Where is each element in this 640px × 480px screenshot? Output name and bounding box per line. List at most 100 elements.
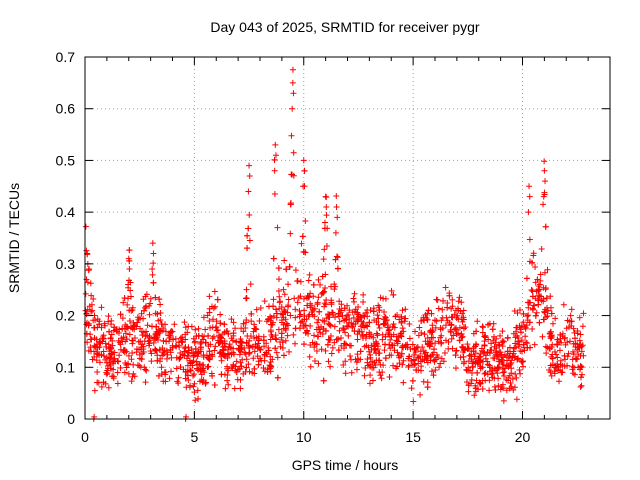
data-point bbox=[329, 344, 336, 351]
data-point bbox=[324, 341, 331, 348]
data-point bbox=[246, 172, 253, 179]
data-point bbox=[430, 372, 437, 379]
data-point bbox=[225, 330, 232, 337]
data-point bbox=[153, 328, 160, 335]
data-point bbox=[300, 183, 307, 190]
data-point bbox=[523, 322, 530, 329]
data-point bbox=[553, 351, 560, 358]
y-tick-label: 0.3 bbox=[56, 256, 76, 272]
data-point bbox=[451, 326, 458, 333]
data-point bbox=[351, 328, 358, 335]
data-point bbox=[331, 281, 338, 288]
data-point bbox=[387, 336, 394, 343]
data-point bbox=[548, 353, 555, 360]
data-point bbox=[396, 360, 403, 367]
data-point bbox=[128, 307, 135, 314]
data-point bbox=[206, 318, 213, 325]
data-point bbox=[270, 303, 277, 310]
data-point bbox=[387, 345, 394, 352]
data-point bbox=[495, 341, 502, 348]
data-point bbox=[279, 311, 286, 318]
data-point bbox=[91, 342, 98, 349]
data-point bbox=[411, 345, 418, 352]
data-point bbox=[83, 247, 90, 254]
data-point bbox=[557, 331, 564, 338]
data-point bbox=[251, 321, 258, 328]
data-point bbox=[434, 297, 441, 304]
data-point bbox=[138, 328, 145, 335]
data-point bbox=[292, 314, 299, 321]
data-point bbox=[307, 363, 314, 370]
x-tick-label: 20 bbox=[515, 429, 531, 445]
data-point bbox=[146, 311, 153, 318]
data-point bbox=[246, 344, 253, 351]
data-point bbox=[445, 345, 452, 352]
data-point bbox=[310, 293, 317, 300]
data-point bbox=[172, 342, 179, 349]
data-point bbox=[107, 335, 114, 342]
data-point bbox=[240, 320, 247, 327]
data-point bbox=[319, 273, 326, 280]
data-point bbox=[190, 383, 197, 390]
data-point bbox=[547, 293, 554, 300]
data-point bbox=[126, 331, 133, 338]
data-point bbox=[540, 193, 547, 200]
data-point bbox=[411, 351, 418, 358]
data-point bbox=[245, 350, 252, 357]
data-point bbox=[217, 338, 224, 345]
data-point bbox=[578, 374, 585, 381]
data-point bbox=[90, 324, 97, 331]
data-point bbox=[438, 355, 445, 362]
data-point bbox=[206, 293, 213, 300]
data-point bbox=[428, 368, 435, 375]
data-point bbox=[210, 333, 217, 340]
data-point bbox=[264, 368, 271, 375]
data-point bbox=[542, 285, 549, 292]
data-point bbox=[86, 266, 93, 273]
data-point bbox=[117, 365, 124, 372]
data-point bbox=[376, 357, 383, 364]
data-point bbox=[440, 297, 447, 304]
data-point bbox=[351, 290, 358, 297]
data-point bbox=[446, 292, 453, 299]
data-point bbox=[449, 314, 456, 321]
data-point bbox=[515, 334, 522, 341]
data-point bbox=[546, 367, 553, 374]
data-point bbox=[238, 339, 245, 346]
data-point bbox=[438, 332, 445, 339]
data-point bbox=[283, 320, 290, 327]
data-point bbox=[430, 334, 437, 341]
data-point bbox=[216, 333, 223, 340]
data-point bbox=[283, 266, 290, 273]
data-point bbox=[574, 327, 581, 334]
data-point bbox=[398, 318, 405, 325]
data-point bbox=[402, 342, 409, 349]
data-point bbox=[554, 360, 561, 367]
data-point bbox=[363, 342, 370, 349]
data-point bbox=[163, 338, 170, 345]
data-point bbox=[453, 326, 460, 333]
data-point bbox=[394, 338, 401, 345]
data-point bbox=[398, 350, 405, 357]
data-point bbox=[460, 344, 467, 351]
data-point bbox=[347, 352, 354, 359]
data-point bbox=[378, 375, 385, 382]
data-point bbox=[170, 336, 177, 343]
data-point bbox=[197, 366, 204, 373]
data-point bbox=[149, 240, 156, 247]
data-point bbox=[290, 331, 297, 338]
data-point bbox=[163, 355, 170, 362]
data-point bbox=[316, 308, 323, 315]
data-point bbox=[155, 372, 162, 379]
data-point bbox=[108, 365, 115, 372]
data-point bbox=[146, 340, 153, 347]
data-point bbox=[427, 353, 434, 360]
data-point bbox=[554, 341, 561, 348]
data-point bbox=[197, 378, 204, 385]
data-point bbox=[490, 320, 497, 327]
data-point bbox=[390, 291, 397, 298]
data-point bbox=[191, 339, 198, 346]
data-point bbox=[482, 370, 489, 377]
data-point bbox=[399, 344, 406, 351]
data-point bbox=[200, 336, 207, 343]
